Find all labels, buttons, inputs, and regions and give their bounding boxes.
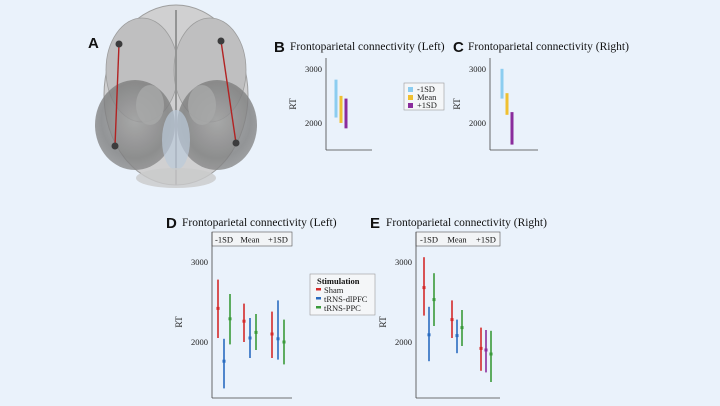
panel-d-title: Frontoparietal connectivity (Left): [182, 217, 337, 229]
point-e-sham: [422, 286, 426, 290]
legend-label-sham: Sham: [324, 285, 344, 295]
panel-c: C Frontoparietal connectivity (Right) 20…: [453, 39, 629, 151]
brain-illustration: [95, 4, 257, 188]
panel-e-title: Frontoparietal connectivity (Right): [386, 217, 547, 229]
y-axis-label-b: RT: [289, 98, 299, 110]
point-d-trnsdlpfc: [222, 359, 226, 363]
legend-swatch-mean: [408, 95, 413, 100]
y-tick-label-d: 2000: [191, 337, 208, 347]
electrode-node: [115, 40, 123, 48]
panel-letter-a: A: [88, 35, 99, 52]
chart-d: -1SD Mean +1SD 2000 3000 RT: [175, 231, 293, 399]
legend-label-dlpfc: tRNS-dlPFC: [324, 294, 368, 304]
point-d-trnsppc: [254, 330, 258, 334]
panel-letter-c: C: [453, 39, 464, 56]
panel-e: E Frontoparietal connectivity (Right) -1…: [370, 215, 547, 399]
point-e-trnsppc: [460, 326, 464, 330]
y-axis-label-d: RT: [175, 316, 185, 328]
y-axis-label-e: RT: [379, 316, 389, 328]
facet-label-d: +1SD: [268, 235, 288, 245]
facet-label-e: Mean: [447, 235, 467, 245]
errorbar-c-Mean: [505, 93, 509, 115]
errorbar-b-1SD: [334, 79, 338, 118]
chart-b: 2000 3000 RT: [289, 58, 372, 151]
panel-c-title: Frontoparietal connectivity (Right): [468, 41, 629, 53]
legend-label-mean: Mean: [417, 92, 437, 102]
point-e-sham: [479, 346, 483, 350]
facet-label-e: -1SD: [420, 235, 438, 245]
legend-swatch-minus1sd: [408, 87, 413, 92]
panel-letter-d: D: [166, 215, 177, 232]
y-tick-label-c: 2000: [469, 118, 486, 128]
panel-letter-e: E: [370, 215, 380, 232]
errorbar-b-Mean: [339, 95, 343, 123]
legend-swatch-ppc: [316, 306, 321, 309]
legend-label-plus1sd: +1SD: [417, 100, 437, 110]
y-tick-label-e: 3000: [395, 257, 412, 267]
y-tick-label-b: 3000: [305, 64, 322, 74]
point-d-sham: [216, 306, 220, 310]
point-d-trnsppc: [228, 317, 232, 321]
electrode-node: [217, 37, 225, 45]
legend-label-minus1sd: -1SD: [417, 84, 435, 94]
point-d-trnsppc: [282, 340, 286, 344]
legend-swatch-dlpfc: [316, 297, 321, 300]
panel-b: B Frontoparietal connectivity (Left) 200…: [274, 39, 445, 151]
legend-d: Stimulation Sham tRNS-dlPFC tRNS-PPC: [309, 273, 376, 316]
point-e-sham: [450, 318, 454, 322]
legend-d-title: Stimulation: [317, 276, 360, 286]
panel-d: D Frontoparietal connectivity (Left) -1S…: [166, 215, 376, 399]
connection-right-line: [220, 40, 237, 144]
panel-a: A: [88, 4, 257, 188]
y-tick-label-c: 3000: [469, 64, 486, 74]
legend-swatch-plus1sd: [408, 103, 413, 108]
legend-label-ppc: tRNS-PPC: [324, 303, 361, 313]
point-d-trnsdlpfc: [276, 337, 280, 341]
facet-label-d: -1SD: [215, 235, 233, 245]
errorbar-b-1SD: [344, 98, 348, 129]
facet-label-d: Mean: [240, 235, 260, 245]
point-e-trnsppc: [489, 352, 493, 356]
electrode-node: [111, 142, 119, 150]
y-tick-label-e: 2000: [395, 337, 412, 347]
point-d-sham: [242, 319, 246, 323]
point-d-sham: [270, 332, 274, 336]
errorbar-c-1SD: [500, 68, 504, 99]
chart-c: 2000 3000 RT: [453, 58, 538, 151]
y-axis-label-c: RT: [453, 98, 463, 110]
panel-letter-b: B: [274, 39, 285, 56]
y-tick-label-b: 2000: [305, 118, 322, 128]
facet-label-e: +1SD: [476, 235, 496, 245]
point-d-trnsdlpfc: [248, 336, 252, 340]
point-e-trnsdlpfc: [455, 334, 459, 338]
chart-e: -1SD Mean +1SD 2000 3000 RT: [379, 231, 501, 399]
point-e-trnsdlpfc: [427, 333, 431, 337]
legend-b: -1SD Mean +1SD: [403, 82, 445, 111]
y-tick-label-d: 3000: [191, 257, 208, 267]
point-e-trnsppc: [432, 298, 436, 302]
panel-b-title: Frontoparietal connectivity (Left): [290, 41, 445, 53]
connection-left-line: [114, 43, 120, 147]
electrode-node: [232, 139, 240, 147]
legend-swatch-sham: [316, 288, 321, 291]
errorbar-c-1SD: [510, 112, 514, 145]
point-e-trnsdlpfc: [484, 348, 488, 352]
